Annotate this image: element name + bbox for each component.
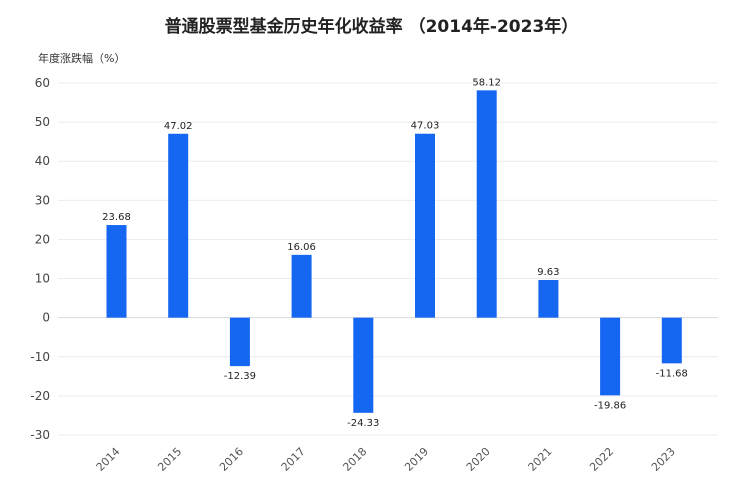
bar (538, 280, 559, 318)
bar (661, 317, 682, 364)
x-tick-label: 2020 (464, 445, 493, 474)
y-tick-label: 30 (35, 193, 50, 207)
data-label: -19.86 (594, 400, 626, 411)
y-tick-label: 20 (35, 232, 50, 246)
data-label: 58.12 (472, 77, 501, 88)
y-tick-label: 40 (35, 154, 50, 168)
y-tick-label: 0 (42, 311, 50, 325)
y-tick-label: -30 (30, 428, 50, 442)
data-label: -12.39 (224, 371, 256, 382)
bar (415, 133, 435, 318)
bar (353, 317, 374, 413)
x-tick-label: 2018 (340, 445, 369, 474)
y-tick-label: 10 (35, 272, 50, 286)
x-tick-label: 2016 (217, 445, 246, 474)
chart-title: 普通股票型基金历史年化收益率 （2014年-2023年） (164, 17, 579, 37)
bar (476, 90, 497, 318)
data-label: 23.68 (102, 212, 131, 223)
bar (106, 225, 127, 318)
y-tick-label: -20 (30, 389, 50, 403)
data-label: 47.02 (164, 121, 193, 132)
y-axis-label: 年度涨跌幅（%） (38, 52, 126, 65)
data-label: -24.33 (347, 418, 379, 429)
data-label: 47.03 (411, 121, 440, 132)
y-tick-label: 50 (35, 115, 50, 129)
data-label: 9.63 (537, 267, 559, 278)
y-tick-label: 60 (35, 76, 50, 90)
bar (600, 317, 621, 396)
x-tick-label: 2017 (279, 445, 308, 474)
bar (168, 133, 189, 318)
bar (229, 317, 250, 367)
x-tick-label: 2019 (402, 445, 431, 474)
x-tick-label: 2014 (94, 445, 123, 474)
data-label: -11.68 (656, 368, 688, 379)
x-tick-label: 2015 (155, 445, 184, 474)
bar (291, 254, 312, 318)
x-tick-label: 2022 (587, 445, 616, 474)
data-label: 16.06 (287, 242, 316, 253)
y-tick-label: -10 (30, 350, 50, 364)
x-tick-label: 2021 (526, 445, 555, 474)
x-tick-label: 2023 (649, 445, 678, 474)
